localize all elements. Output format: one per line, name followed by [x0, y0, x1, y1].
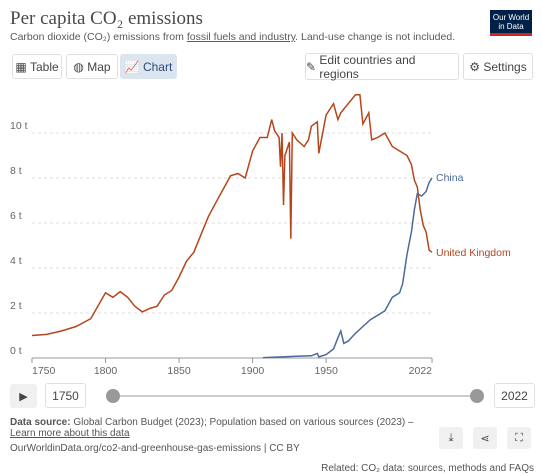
y-tick-label: 2 t: [10, 300, 22, 312]
settings-button[interactable]: ⚙ Settings: [463, 53, 533, 80]
y-tick-label: 8 t: [10, 165, 22, 177]
fullscreen-button[interactable]: ⛶: [507, 427, 531, 449]
tab-table[interactable]: ▦ Table: [12, 54, 62, 79]
x-tick-label: 1850: [167, 365, 191, 377]
series-label: China: [436, 172, 464, 184]
slider-handle[interactable]: [470, 389, 484, 403]
tab-label: Table: [29, 59, 59, 74]
subtitle: Carbon dioxide (CO₂) emissions from foss…: [10, 31, 455, 43]
slider-track: [113, 395, 477, 397]
x-tick-label: 1900: [241, 365, 265, 377]
tab-label: Chart: [142, 59, 173, 74]
source-text: Global Carbon Budget (2023); Population …: [70, 417, 414, 428]
x-tick-label: 1950: [314, 365, 338, 377]
y-tick-label: 4 t: [10, 255, 22, 267]
button-label: Settings: [483, 59, 527, 74]
line: [262, 177, 433, 359]
download-button[interactable]: ⤓: [439, 427, 463, 449]
line: [31, 94, 433, 337]
tab-label: Map: [87, 59, 111, 74]
y-tick-label: 6 t: [10, 210, 22, 222]
share-button[interactable]: ⋖: [473, 427, 497, 449]
play-button[interactable]: ▶: [10, 384, 37, 408]
tab-map[interactable]: ◍ Map: [66, 54, 118, 79]
source: Data source: Global Carbon Budget (2023)…: [10, 417, 414, 439]
learn-more-link[interactable]: Learn more about this data: [10, 428, 130, 439]
timeline-start[interactable]: 1750: [45, 383, 86, 408]
title: Per capita CO₂ emissions: [10, 8, 203, 29]
url: OurWorldinData.org/co2-and-greenhouse-ga…: [10, 443, 300, 454]
series-label: United Kingdom: [436, 247, 511, 259]
logo-text: in Data: [498, 22, 524, 31]
related[interactable]: Related: CO₂ data: sources, methods and …: [321, 463, 534, 474]
x-tick-label: 1800: [94, 365, 118, 377]
edit-button[interactable]: ✎ Edit countries and regions: [305, 52, 459, 81]
x-tick-label: 2022: [409, 365, 433, 377]
tab-chart[interactable]: 📈 Chart: [120, 54, 177, 79]
chart: 0 t 2 t 4 t 6 t 8 t 10 t 1750 1800 1850 1900 1950 2…: [10, 94, 511, 377]
logo[interactable]: Our World in Data: [490, 10, 532, 36]
timeline-end[interactable]: 2022: [494, 383, 535, 408]
subtitle-text: . Land-use change is not included.: [295, 31, 456, 43]
subtitle-text: Carbon dioxide (CO₂) emissions from: [10, 31, 187, 43]
slider-handle[interactable]: [106, 389, 120, 403]
source-label: Data source:: [10, 417, 71, 428]
button-label: Edit countries and regions: [319, 52, 416, 81]
logo-text: Our World: [492, 13, 530, 22]
subtitle-link[interactable]: fossil fuels and industry: [186, 31, 296, 43]
x-tick-label: 1750: [32, 365, 56, 377]
y-tick-label: 0 t: [10, 345, 22, 357]
y-tick-label: 10 t: [10, 120, 28, 132]
